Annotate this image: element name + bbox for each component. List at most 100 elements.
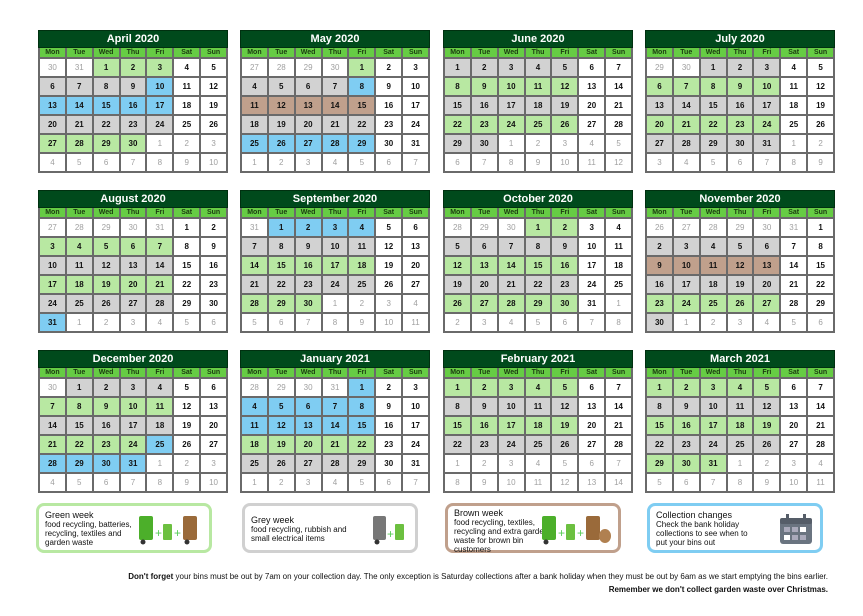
day-cell-green-week: 25	[700, 295, 726, 312]
weekday-header: Tue	[66, 208, 92, 217]
day-cell-grey-week: 21	[498, 276, 524, 293]
month-calendar: September 2020 Mon Tue Wed Thu Fri Sat Sun 31 1 2 3…	[240, 190, 430, 333]
weekday-header: Tue	[471, 48, 497, 57]
day-cell-other-month: 8	[781, 154, 807, 171]
day-cell-collection-change: 2	[295, 219, 321, 236]
day-cell-green-week: 26	[727, 295, 753, 312]
month-days-grid: Mon Tue Wed Thu Fri Sat Sun 1 2 3 4 5 6 7 8 9 10 11 12 13 14…	[443, 368, 633, 493]
day-cell-green-week: 16	[295, 257, 321, 274]
day-cell-no-collection: 24	[403, 116, 428, 133]
weekday-header: Sun	[201, 48, 226, 57]
day-cell-green-week: 2	[673, 379, 699, 396]
month-title: December 2020	[38, 350, 228, 368]
day-cell-grey-week: 18	[700, 276, 726, 293]
weekday-header: Thu	[525, 368, 551, 377]
day-cell-other-month: 3	[647, 154, 672, 171]
day-cell-other-month: 7	[606, 455, 631, 472]
day-cell-green-week: 6	[120, 238, 146, 255]
day-cell-green-week: 23	[471, 116, 497, 133]
grey-bin-food-caddy-icon: +	[373, 516, 404, 545]
day-cell-green-week: 27	[40, 135, 65, 152]
day-cell-other-month: 5	[66, 474, 92, 491]
weekday-header: Sun	[403, 208, 428, 217]
day-cell-grey-week: 17	[120, 417, 146, 434]
month-days-grid: Mon Tue Wed Thu Fri Sat Sun 27 28 29 30 31 1 2 3 4 5 6 7 8 9…	[38, 208, 228, 333]
month-calendar: April 2020 Mon Tue Wed Thu Fri Sat Sun 30 31 1 2 3 4 5…	[38, 30, 228, 173]
day-cell-other-month: 26	[647, 219, 672, 236]
weekday-header: Sun	[606, 48, 631, 57]
day-cell-other-month: 6	[201, 314, 226, 331]
day-cell-no-collection: 1	[808, 219, 833, 236]
day-cell-green-week: 27	[471, 295, 497, 312]
day-cell-green-week: 1	[349, 59, 375, 76]
day-cell-collection-change: 25	[147, 436, 173, 453]
day-cell-other-month: 2	[93, 314, 119, 331]
day-cell-other-month: 3	[376, 295, 402, 312]
day-cell-green-week: 1	[93, 59, 119, 76]
svg-text:+: +	[577, 526, 584, 540]
weekday-header: Thu	[120, 208, 146, 217]
day-cell-grey-week: 19	[552, 97, 578, 114]
day-cell-no-collection: 26	[376, 276, 402, 293]
day-cell-other-month: 10	[201, 154, 226, 171]
day-cell-no-collection: 9	[376, 398, 402, 415]
day-cell-grey-week: 18	[242, 116, 267, 133]
day-cell-collection-change: 6	[295, 398, 321, 415]
day-cell-other-month: 28	[66, 219, 92, 236]
month-days-grid: Mon Tue Wed Thu Fri Sat Sun 27 28 29 30 1 2 3 4 5 6 7 8 9 10…	[240, 48, 430, 173]
day-cell-no-collection: 25	[781, 116, 807, 133]
day-cell-green-week: 10	[754, 78, 780, 95]
day-cell-other-month: 27	[40, 219, 65, 236]
day-cell-collection-change: 28	[40, 455, 65, 472]
day-cell-grey-week: 22	[268, 276, 294, 293]
day-cell-green-week: 24	[754, 116, 780, 133]
day-cell-no-collection: 11	[606, 238, 631, 255]
day-cell-no-collection: 20	[579, 97, 605, 114]
day-cell-collection-change: 14	[322, 417, 348, 434]
day-cell-grey-week: 22	[525, 276, 551, 293]
day-cell-no-collection: 7	[781, 238, 807, 255]
day-cell-green-week: 3	[40, 238, 65, 255]
legend-title: Collection changes	[656, 510, 733, 520]
day-cell-grey-week: 5	[727, 238, 753, 255]
day-cell-no-collection: 16	[376, 97, 402, 114]
weekday-header: Wed	[498, 48, 524, 57]
day-cell-grey-week: 7	[322, 78, 348, 95]
day-cell-other-month: 11	[579, 154, 605, 171]
svg-text:+: +	[174, 526, 181, 540]
day-cell-no-collection: 21	[606, 417, 631, 434]
day-cell-green-week: 16	[552, 257, 578, 274]
day-cell-grey-week: 1	[700, 59, 726, 76]
weekday-header: Fri	[552, 208, 578, 217]
day-cell-green-week: 9	[471, 78, 497, 95]
day-cell-green-week: 8	[700, 78, 726, 95]
weekday-header: Sat	[376, 48, 402, 57]
weekday-header: Fri	[147, 368, 173, 377]
legend-title: Brown week	[454, 508, 504, 518]
day-cell-grey-week: 27	[647, 135, 672, 152]
day-cell-other-month: 8	[606, 314, 631, 331]
day-cell-green-week: 5	[754, 379, 780, 396]
day-cell-other-month: 14	[606, 474, 631, 491]
day-cell-green-week: 1	[445, 379, 470, 396]
day-cell-no-collection: 24	[403, 436, 428, 453]
footer-text: your bins must be out by 7am on your col…	[173, 572, 828, 581]
day-cell-grey-week: 10	[498, 398, 524, 415]
day-cell-no-collection: 9	[201, 238, 226, 255]
day-cell-green-week: 12	[552, 78, 578, 95]
weekday-header: Fri	[349, 368, 375, 377]
day-cell-no-collection: 13	[781, 398, 807, 415]
day-cell-no-collection: 13	[579, 398, 605, 415]
day-cell-other-month: 9	[174, 154, 200, 171]
day-cell-other-month: 4	[322, 154, 348, 171]
weekday-header: Thu	[525, 208, 551, 217]
day-cell-grey-week: 26	[552, 436, 578, 453]
day-cell-brown-week: 11	[242, 97, 267, 114]
weekday-header: Wed	[295, 48, 321, 57]
day-cell-grey-week: 17	[754, 97, 780, 114]
month-calendar: October 2020 Mon Tue Wed Thu Fri Sat Sun 28 29 30 1…	[443, 190, 633, 333]
day-cell-green-week: 2	[471, 379, 497, 396]
day-cell-other-month: 10	[498, 474, 524, 491]
day-cell-grey-week: 13	[647, 97, 672, 114]
day-cell-green-week: 4	[727, 379, 753, 396]
